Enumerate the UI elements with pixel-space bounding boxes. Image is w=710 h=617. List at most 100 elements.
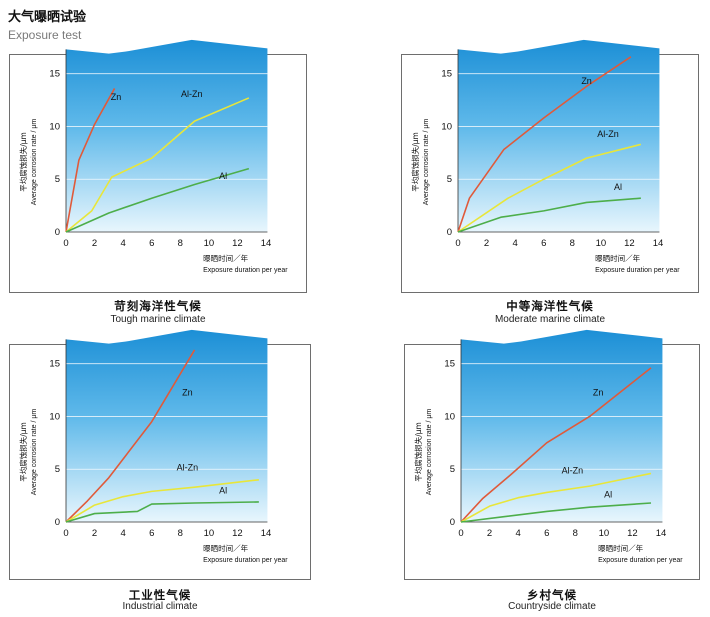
series-line-al [460,502,652,523]
series-label-zn: Zn [182,387,193,397]
x-tick-label: 2 [487,528,492,539]
x-tick-label: 0 [458,528,463,539]
x-tick-label: 8 [573,528,578,539]
x-tick-label: 0 [63,528,68,539]
y-axis-label-en: Average corrosion rate / μm [31,409,38,496]
chart-panel-countryside: 0 2 4 6 8 10 12 14 5 10 15 0 平均腐蚀损失/μm Average corros… [404,329,700,580]
x-tick-label: 6 [541,238,546,249]
series-label-alzn: Al-Zn [181,89,203,99]
chart-caption-cn: 中等海洋性气候 [506,299,594,313]
x-tick-label: 12 [624,238,635,249]
y-tick-label: 5 [55,174,60,185]
x-tick-label: 2 [92,238,97,249]
x-tick-label: 10 [204,238,215,249]
x-axis-label-cn: 曝晒时间／年 [203,543,248,553]
chart-svg: 0 2 4 6 8 10 12 14 5 10 15 0 平均腐蚀损失/μm Average corros… [413,329,683,564]
y-tick-label: 15 [49,359,60,370]
series-line-alzn [65,97,250,233]
series-line-alzn [457,143,642,233]
series-line-alzn [65,478,259,523]
chart-caption-cn: 苛刻海洋性气候 [114,299,202,313]
series-label-zn: Zn [593,387,604,397]
y-tick-label: 5 [450,464,455,475]
plot-background [66,39,268,233]
x-tick-label: 12 [232,238,243,249]
x-tick-label: 10 [596,238,607,249]
chart-panel-industrial: 0 2 4 6 8 10 12 14 5 10 15 0 平均腐蚀损失/μm Average corros… [9,329,311,580]
x-axis-label-en: Exposure duration per year [595,267,680,274]
chart-caption-cn: 工业性气候 [128,588,192,602]
chart-panel-tough-marine: 0 2 4 6 8 10 12 14 5 10 15 0 平均腐蚀损失/μm Average corros… [9,39,307,293]
x-tick-label: 2 [484,238,489,249]
x-axis-label-cn: 曝晒时间／年 [595,253,640,263]
x-tick-label: 4 [515,528,520,539]
series-label-al: Al [614,182,622,192]
y-axis-label-en: Average corrosion rate / μm [423,119,430,206]
x-tick-label: 14 [656,528,667,539]
chart-caption-cn: 乡村气候 [527,588,577,602]
x-tick-label: 2 [92,528,97,539]
series-line-al [65,501,259,523]
chart-caption-en: Countryside climate [508,601,596,612]
x-axis-label-cn: 曝晒时间／年 [598,543,643,553]
y-tick-label: 0 [447,227,452,238]
y-axis-label-cn: 平均腐蚀损失/μm [410,132,420,192]
y-tick-label: 15 [441,69,452,80]
series-label-al: Al [604,490,612,500]
chart-caption-en: Moderate marine climate [494,314,606,325]
page-title: 大气曝晒试验 [8,10,87,25]
x-tick-label: 14 [261,238,272,249]
x-tick-label: 6 [544,528,549,539]
y-axis-label-cn: 平均腐蚀损失/μm [413,422,423,482]
y-tick-label: 10 [444,411,455,422]
y-axis-label-cn: 平均腐蚀损失/μm [18,422,28,482]
series-label-al: Al [219,486,227,496]
series-line-alzn [460,472,652,523]
y-axis-label-en: Average corrosion rate / μm [31,119,38,206]
x-tick-label: 0 [455,238,460,249]
chart-panel-moderate-marine: 0 2 4 6 8 10 12 14 5 10 15 0 平均腐蚀损失/μm Average corros… [401,39,699,293]
series-label-alzn: Al-Zn [177,462,199,472]
plot-background [458,39,660,233]
x-tick-label: 8 [178,238,183,249]
series-line-zn [65,349,196,523]
x-tick-label: 4 [512,238,517,249]
page-subtitle: Exposure test [8,28,82,42]
x-tick-label: 12 [627,528,638,539]
x-axis-label-en: Exposure duration per year [203,267,288,274]
chart-svg: 0 2 4 6 8 10 12 14 5 10 15 0 平均腐蚀损失/μm Average corros… [18,329,288,564]
x-tick-label: 8 [570,238,575,249]
y-tick-label: 10 [49,411,60,422]
series-label-zn: Zn [581,76,592,86]
chart-caption-en: Industrial climate [122,601,198,612]
x-tick-label: 10 [204,528,215,539]
x-tick-label: 4 [120,238,125,249]
series-line-al [65,167,250,233]
series-label-al: Al [219,171,227,181]
y-tick-label: 0 [55,227,60,238]
x-tick-label: 0 [63,238,68,249]
series-label-alzn: Al-Zn [597,129,619,139]
plot-background [66,329,268,522]
chart-svg: 0 2 4 6 8 10 12 14 5 10 15 0 平均腐蚀损失/μm Average corros… [18,39,288,274]
x-tick-label: 8 [178,528,183,539]
y-tick-label: 15 [49,69,60,80]
series-line-zn [457,56,632,233]
x-tick-label: 6 [149,238,154,249]
y-axis-label-en: Average corrosion rate / μm [426,409,433,496]
x-tick-label: 12 [232,528,243,539]
chart-svg: 0 2 4 6 8 10 12 14 5 10 15 0 平均腐蚀损失/μm Average corros… [410,39,680,274]
y-tick-label: 5 [55,464,60,475]
chart-caption-en: Tough marine climate [110,314,206,325]
series-line-zn [460,367,652,523]
x-tick-label: 6 [149,528,154,539]
x-tick-label: 14 [261,528,272,539]
x-axis-label-cn: 曝晒时间／年 [203,253,248,263]
series-line-al [457,197,641,233]
x-tick-label: 10 [599,528,610,539]
plot-background [461,329,663,522]
y-tick-label: 0 [450,517,455,528]
series-label-zn: Zn [111,92,122,102]
y-tick-label: 10 [49,121,60,132]
y-tick-label: 10 [441,121,452,132]
